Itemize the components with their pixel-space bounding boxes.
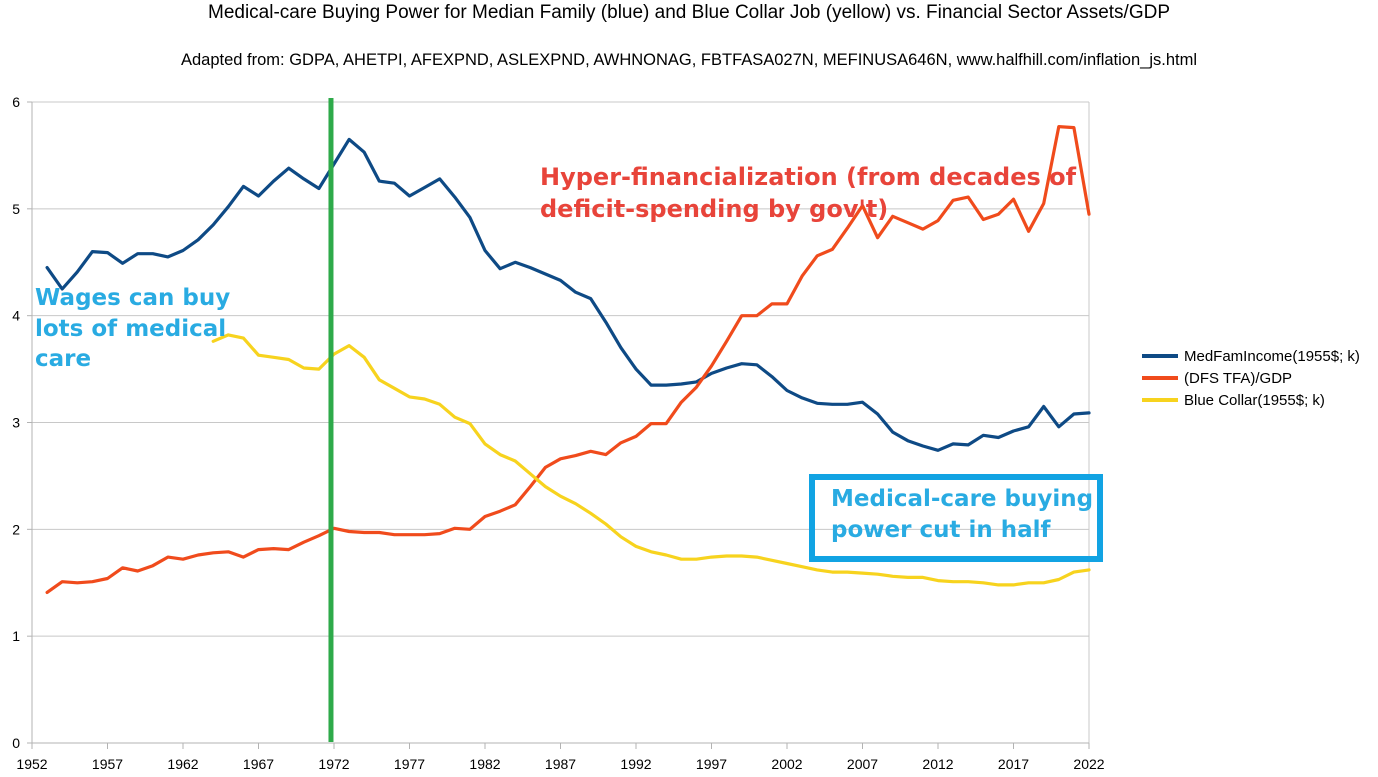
y-tick-label: 2: [12, 521, 20, 537]
y-tick-label: 0: [12, 735, 20, 751]
y-tick-labels: 0 1 2 3 4 5 6: [12, 94, 20, 751]
x-tick-label: 1977: [394, 756, 425, 772]
x-tick-label: 1957: [92, 756, 123, 772]
y-tick-label: 6: [12, 94, 20, 110]
series-line-blue-collar: [211, 333, 1091, 587]
annotation-line: care: [35, 346, 92, 373]
x-tick-label: 2007: [847, 756, 878, 772]
x-tick-label: 2022: [1073, 756, 1104, 772]
annotation-line: deficit-spending by gov't): [540, 194, 889, 223]
chart-title: Medical-care Buying Power for Median Fam…: [208, 2, 1170, 23]
series-lines: [45, 125, 1091, 594]
x-tick-label: 1967: [243, 756, 274, 772]
annotation-hyper-financialization: Hyper-financialization (from decades of …: [540, 162, 1076, 226]
x-tick-label: 1962: [167, 756, 198, 772]
legend-swatch: [1142, 376, 1178, 380]
annotation-buying-power-cut-box: Medical-care buying power cut in half: [809, 474, 1103, 562]
legend-label: Blue Collar(1955$; k): [1184, 391, 1325, 409]
x-tick-label: 2012: [922, 756, 953, 772]
annotation-line: Medical-care buying: [831, 486, 1094, 512]
annotation-line: Wages can buy: [35, 285, 231, 311]
legend-item-dfs-tfa-gdp: (DFS TFA)/GDP: [1142, 367, 1360, 389]
y-tick-label: 3: [12, 415, 20, 431]
x-tick-label: 2017: [998, 756, 1029, 772]
annotation-wages: Wages can buy lots of medical care: [35, 283, 230, 375]
x-tick-labels: 1952 1957 1962 1967 1972 1977 1982 1987 1992 1997…: [16, 756, 1104, 772]
x-tick-label: 1952: [16, 756, 47, 772]
annotation-line: Hyper-financialization (from decades of: [540, 163, 1077, 191]
x-tick-label: 1992: [620, 756, 651, 772]
x-tick-label: 1972: [318, 756, 349, 772]
legend-item-medfamincome: MedFamIncome(1955$; k): [1142, 345, 1360, 367]
legend-item-blue-collar: Blue Collar(1955$; k): [1142, 389, 1360, 411]
y-tick-label: 4: [12, 308, 20, 324]
series-line-dfs-tfa-gdp: [45, 125, 1091, 594]
axes: [27, 101, 1090, 749]
legend-label: MedFamIncome(1955$; k): [1184, 347, 1360, 365]
annotation-line: lots of medical: [35, 315, 227, 342]
legend-swatch: [1142, 398, 1178, 402]
series-line-medfamincome: [45, 137, 1091, 452]
legend-swatch: [1142, 354, 1178, 358]
chart-subtitle: Adapted from: GDPA, AHETPI, AFEXPND, ASL…: [181, 51, 1197, 69]
x-tick-label: 1982: [469, 756, 500, 772]
y-tick-label: 5: [12, 201, 20, 217]
x-tick-label: 2002: [771, 756, 802, 772]
y-tick-label: 1: [12, 628, 20, 644]
x-tick-label: 1997: [696, 756, 727, 772]
legend-label: (DFS TFA)/GDP: [1184, 369, 1293, 387]
x-tick-label: 1987: [545, 756, 576, 772]
legend: MedFamIncome(1955$; k) (DFS TFA)/GDP Blu…: [1142, 345, 1360, 411]
annotation-line: power cut in half: [831, 516, 1051, 543]
